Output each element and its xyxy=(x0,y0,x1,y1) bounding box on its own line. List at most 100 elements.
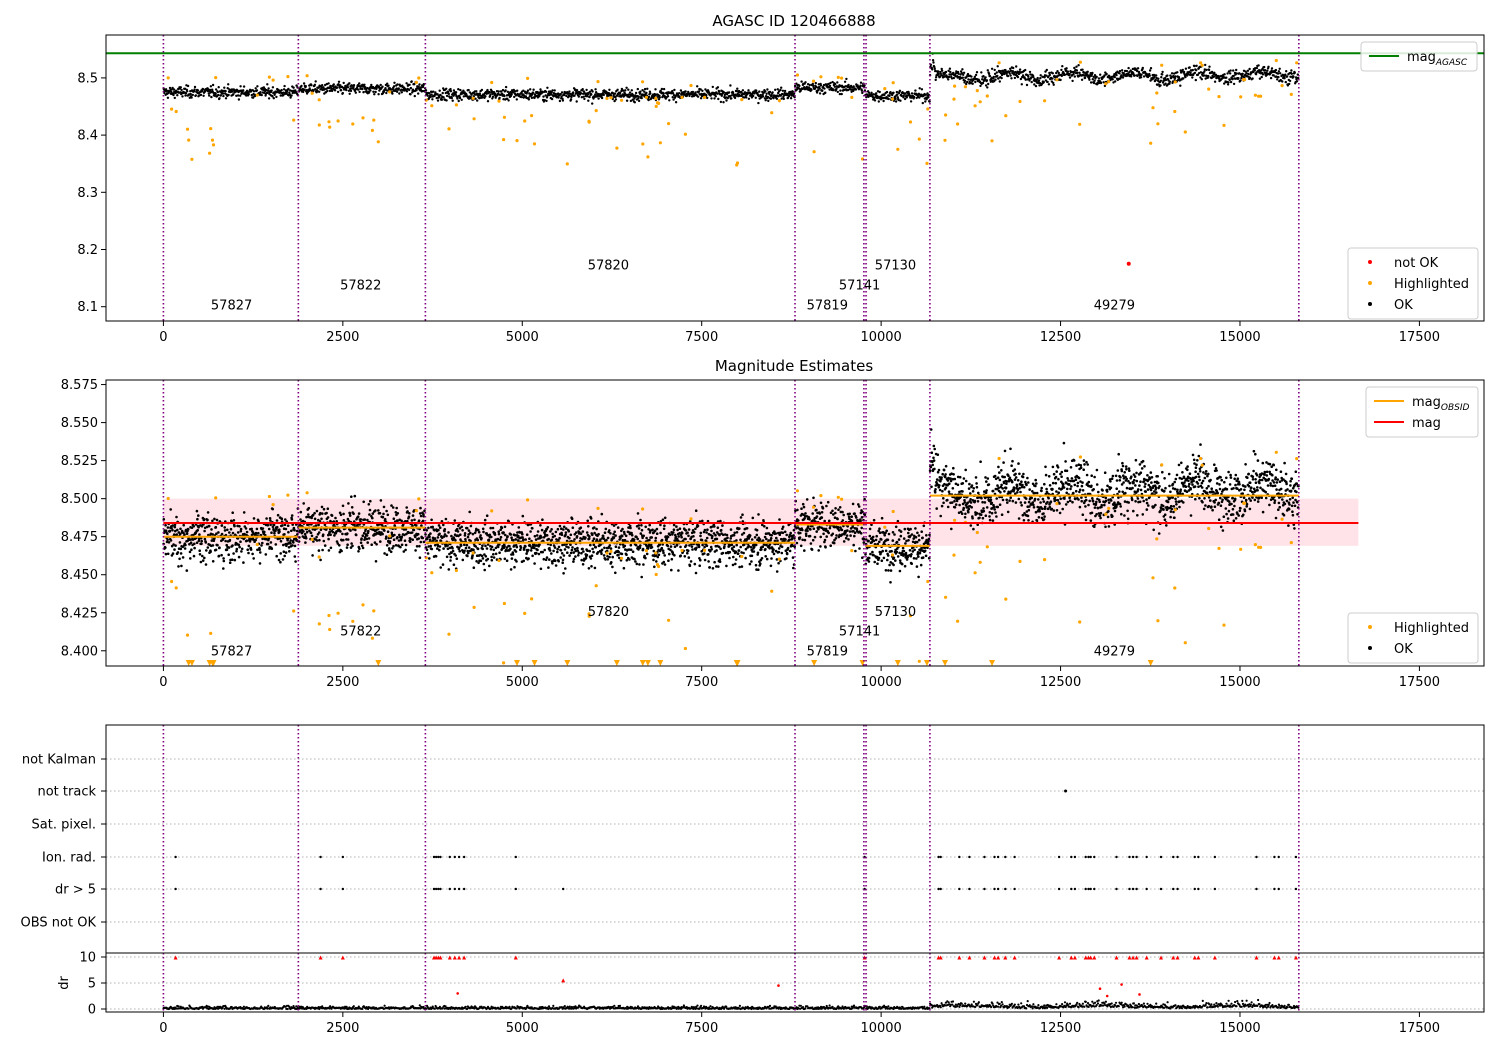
ok-point xyxy=(340,549,343,553)
highlighted-point xyxy=(646,155,650,159)
ok-point xyxy=(779,88,782,92)
ok-point xyxy=(644,525,647,529)
ok-point xyxy=(408,512,411,515)
ok-point xyxy=(437,524,441,527)
ok-point xyxy=(457,88,460,91)
ok-point xyxy=(839,89,842,92)
highlighted-point xyxy=(1183,130,1187,134)
ok-point xyxy=(545,534,549,537)
ok-point xyxy=(742,551,745,555)
ok-point xyxy=(281,558,285,561)
ok-point xyxy=(817,89,820,92)
highlighted-point xyxy=(208,151,212,155)
ok-point xyxy=(442,547,445,550)
ok-point xyxy=(529,530,532,533)
ok-point xyxy=(500,90,503,93)
ok-point xyxy=(400,535,404,539)
ok-point xyxy=(480,88,484,92)
ok-point xyxy=(789,97,793,100)
ok-point xyxy=(684,537,687,541)
ok-point xyxy=(838,92,842,96)
highlighted-point xyxy=(305,74,309,78)
ok-point xyxy=(411,514,415,517)
ok-point xyxy=(715,549,718,552)
highlighted-point xyxy=(1289,92,1293,96)
ok-point xyxy=(1091,78,1095,81)
ok-point xyxy=(239,540,242,543)
ok-point xyxy=(180,88,183,92)
ok-point xyxy=(792,92,796,95)
ok-point xyxy=(361,534,365,537)
ok-point xyxy=(689,560,693,563)
highlighted-point xyxy=(565,162,569,166)
ok-point xyxy=(666,535,670,539)
ok-point xyxy=(606,536,610,540)
ok-point xyxy=(362,91,365,94)
legend-label-subscript: AGASC xyxy=(1435,58,1468,68)
ok-point xyxy=(562,554,566,557)
ok-point xyxy=(588,549,591,553)
ok-point xyxy=(722,91,726,94)
ok-point xyxy=(708,566,711,569)
highlighted-point xyxy=(472,117,476,121)
ok-point xyxy=(1057,71,1061,75)
ok-point xyxy=(701,543,704,547)
ok-point xyxy=(235,549,238,553)
ok-point xyxy=(291,544,294,547)
ok-point xyxy=(199,93,203,97)
ok-point xyxy=(202,94,205,98)
ok-point xyxy=(686,551,689,555)
ok-point xyxy=(567,546,570,549)
highlighted-point xyxy=(836,75,840,79)
ok-point xyxy=(701,519,704,523)
ok-point xyxy=(226,528,229,532)
ok-point xyxy=(231,531,235,535)
ok-point xyxy=(662,527,666,531)
ok-point xyxy=(579,532,583,535)
ok-point xyxy=(765,557,769,561)
ok-point xyxy=(896,93,899,96)
ok-point xyxy=(445,534,448,538)
ok-point xyxy=(559,556,562,559)
ok-point xyxy=(312,89,315,92)
ok-point xyxy=(477,530,481,534)
ok-point xyxy=(483,568,487,572)
ok-point xyxy=(551,532,554,536)
ok-point xyxy=(544,94,547,97)
ok-point xyxy=(1063,73,1067,77)
x-tick-label: 0 xyxy=(159,330,167,345)
ok-point xyxy=(1148,74,1151,78)
ok-point xyxy=(302,502,306,505)
ok-point xyxy=(947,78,950,81)
ok-point xyxy=(289,542,292,545)
ok-point xyxy=(441,563,445,566)
ok-point xyxy=(400,543,404,547)
ok-point xyxy=(1013,76,1017,80)
ok-point xyxy=(654,88,657,91)
ok-point xyxy=(313,517,317,521)
ok-point xyxy=(728,550,732,554)
ok-point xyxy=(1125,69,1129,73)
ok-point xyxy=(683,555,687,558)
ok-point xyxy=(211,88,214,91)
ok-point xyxy=(781,89,785,93)
ok-point xyxy=(381,515,385,519)
highlighted-point xyxy=(956,122,960,126)
ok-point xyxy=(326,516,330,519)
highlighted-point xyxy=(430,104,434,108)
ok-point xyxy=(1139,76,1143,79)
ok-point xyxy=(903,97,907,101)
ok-point xyxy=(434,555,438,558)
ok-point xyxy=(835,87,838,90)
highlighted-point xyxy=(890,97,895,101)
highlighted-point xyxy=(1004,114,1008,118)
ok-point xyxy=(904,92,907,95)
ok-point xyxy=(635,562,639,566)
ok-point xyxy=(359,518,363,521)
ok-point xyxy=(509,568,513,571)
ok-point xyxy=(768,547,771,550)
ok-point xyxy=(730,97,733,100)
ok-point xyxy=(490,90,493,93)
ok-point xyxy=(421,519,425,523)
